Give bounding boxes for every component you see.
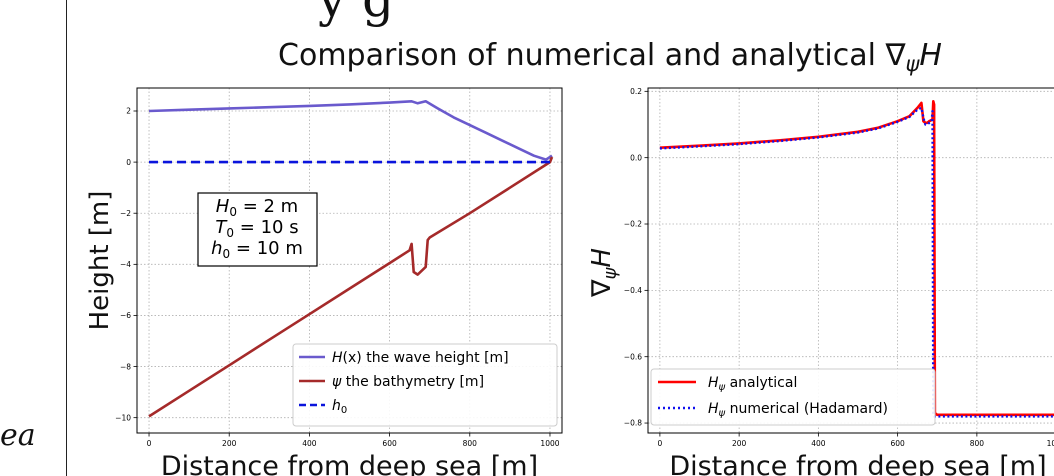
y-tick-label: −0.4 (624, 286, 642, 295)
x-axis-label: Distance from deep sea [m] (669, 451, 1046, 476)
x-tick-label: 800 (463, 439, 478, 448)
parameter-annotation: H0 = 2 mT0 = 10 sh0 = 10 m (197, 192, 318, 267)
legend-label-2: h0 (332, 398, 347, 416)
figure-title-variable: H (919, 38, 942, 73)
cropped-left-text-fragment: ea (0, 418, 36, 453)
series-line-0 (148, 100, 553, 161)
x-tick-label: 800 (970, 439, 985, 448)
y-tick-label: 0.0 (630, 153, 642, 162)
legend-label-0: Hψ analytical (708, 375, 797, 393)
y-axis-label: ∇ψH (587, 248, 621, 298)
y-tick-label: −2 (120, 209, 131, 218)
y-tick-label: −6 (120, 311, 131, 320)
figure-title-subscript: ψ (905, 52, 920, 76)
legend-right: Hψ analytical Hψ numerical (Hadamard) (650, 368, 936, 426)
plot-frame (647, 87, 1054, 434)
plot-frame (136, 87, 563, 434)
figure-title: Comparison of numerical and analytical ∇… (120, 38, 1054, 76)
x-tick-label: 400 (302, 439, 317, 448)
y-tick-label: −0.8 (624, 419, 642, 428)
y-tick-label: −8 (120, 362, 131, 371)
annotation-line-1: T0 = 10 s (215, 217, 298, 240)
x-tick-label: 600 (382, 439, 397, 448)
x-axis-label: Distance from deep sea [m] (161, 451, 538, 476)
x-tick-label: 1000 (1047, 439, 1054, 448)
y-tick-label: −0.2 (624, 220, 642, 229)
y-tick-label: 0 (126, 158, 131, 167)
y-axis-label: Height [m] (85, 191, 115, 331)
legend-box (292, 343, 558, 427)
x-tick-label: 0 (657, 439, 662, 448)
y-tick-label: 2 (126, 107, 131, 116)
legend-label-0: H(x) the wave height [m] (332, 350, 509, 366)
figure-title-text: Comparison of numerical and analytical ∇ (278, 38, 906, 73)
legend-label-1: ψ the bathymetry [m] (332, 374, 484, 390)
x-tick-label: 1000 (540, 439, 559, 448)
x-tick-label: 0 (147, 439, 152, 448)
y-tick-label: −10 (115, 413, 131, 422)
legend-left: H(x) the wave height [m] ψ the bathymetry… (292, 343, 558, 427)
y-tick-label: 0.2 (630, 87, 642, 96)
legend-label-1: Hψ numerical (Hadamard) (708, 401, 888, 419)
annotation-line-2: h0 = 10 m (211, 238, 303, 261)
y-tick-label: −0.6 (624, 352, 642, 361)
legend-box (650, 368, 936, 426)
y-tick-label: −4 (120, 260, 131, 269)
x-tick-label: 200 (222, 439, 237, 448)
x-tick-label: 600 (890, 439, 905, 448)
cropped-heading-fragment: y g (318, 0, 394, 28)
page-divider-line (66, 0, 67, 476)
x-tick-label: 400 (811, 439, 826, 448)
x-tick-label: 200 (732, 439, 747, 448)
annotation-line-0: H0 = 2 m (216, 196, 298, 219)
annotation-box (197, 192, 318, 267)
series-line-0 (659, 100, 1054, 417)
series-line-1 (148, 156, 554, 418)
